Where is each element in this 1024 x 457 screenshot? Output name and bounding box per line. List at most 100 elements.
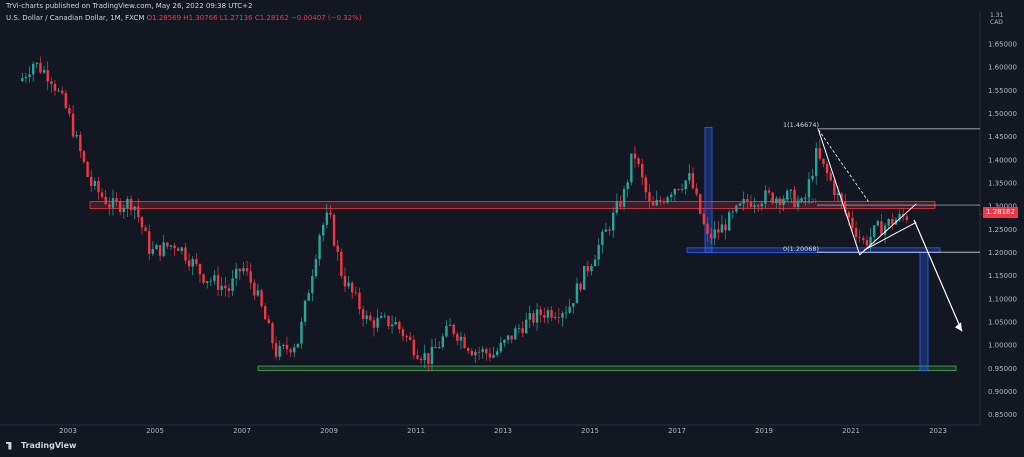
candle-body <box>90 176 93 186</box>
candle-body <box>499 342 503 352</box>
candle-body <box>427 353 430 364</box>
candle-body <box>728 212 731 231</box>
candle-body <box>445 325 448 337</box>
candle-body <box>235 268 238 279</box>
candle-body <box>485 349 488 354</box>
candle-body <box>829 173 832 181</box>
candle-body <box>496 351 499 355</box>
candle-body <box>865 240 869 246</box>
candle-body <box>862 237 865 241</box>
candle-body <box>601 231 604 245</box>
candles-group <box>21 56 909 372</box>
candle-body <box>376 317 379 328</box>
candle-body <box>619 201 622 207</box>
tradingview-logo-icon <box>6 441 12 450</box>
candle-body <box>659 199 662 202</box>
candle-body <box>481 349 484 352</box>
candle-body <box>202 274 205 283</box>
candle-body <box>448 324 452 326</box>
candle-body <box>53 84 57 91</box>
candle-body <box>314 259 318 277</box>
currency-line-2: CAD <box>990 19 1003 26</box>
x-tick-label: 2021 <box>842 427 860 435</box>
candle-body <box>282 344 285 346</box>
candle-body <box>300 321 303 344</box>
candle-body <box>369 315 372 321</box>
y-tick-label: 1.45000 <box>988 133 1017 141</box>
y-tick-label: 0.85000 <box>988 411 1017 419</box>
candle-body <box>735 205 738 212</box>
candle-body <box>267 319 271 324</box>
candle-body <box>532 313 535 323</box>
candle-body <box>807 179 811 198</box>
candle-body <box>390 324 394 327</box>
candle-body <box>209 280 213 282</box>
candle-body <box>477 351 481 353</box>
y-tick-label: 1.15000 <box>988 272 1017 280</box>
top-bar: TrVi-charts published on TradingView.com… <box>0 0 1024 12</box>
candle-body <box>122 208 126 212</box>
candle-body <box>641 163 644 178</box>
candle-body <box>695 188 698 195</box>
candle-body <box>213 275 216 281</box>
candle-body <box>822 158 825 164</box>
y-tick-label: 1.65000 <box>988 40 1017 48</box>
candle-body <box>851 217 854 229</box>
candle-body <box>666 197 669 203</box>
y-tick-label: 1.30000 <box>988 203 1017 211</box>
candle-body <box>786 190 789 200</box>
candle-body <box>361 309 365 320</box>
candle-body <box>293 347 296 353</box>
candle-body <box>416 355 419 359</box>
candle-body <box>137 206 140 218</box>
y-tick-label: 1.55000 <box>988 87 1017 95</box>
candle-body <box>767 190 771 193</box>
candle-body <box>488 353 492 358</box>
candle-body <box>35 62 39 64</box>
tradingview-logo: TradingView <box>6 441 76 450</box>
candle-body <box>575 283 579 304</box>
candle-body <box>430 346 434 364</box>
flag-lower-line <box>863 221 917 251</box>
candle-body <box>394 322 397 325</box>
publish-line: TrVi-charts published on TradingView.com… <box>6 2 253 10</box>
candle-body <box>753 205 756 207</box>
candle-body <box>789 189 793 191</box>
candle-body <box>97 180 100 193</box>
candle-body <box>419 358 423 361</box>
y-tick-label: 1.50000 <box>988 110 1017 118</box>
candle-body <box>778 198 782 205</box>
candle-body <box>818 148 822 159</box>
y-tick-label: 1.60000 <box>988 64 1017 72</box>
candle-body <box>111 198 115 208</box>
candle-body <box>873 225 876 237</box>
candle-body <box>169 245 173 247</box>
candle-body <box>561 313 564 318</box>
candle-body <box>590 266 593 272</box>
candle-body <box>307 293 310 301</box>
price-chart[interactable]: 0.85000 0.90000 0.95000 1.00000 1.05000 1.100… <box>0 12 1024 457</box>
candle-body <box>793 189 796 207</box>
candle-body <box>24 76 28 79</box>
candle-body <box>583 266 586 290</box>
candle-body <box>329 212 332 215</box>
pattern-drawings <box>817 129 917 256</box>
candle-body <box>155 245 158 250</box>
x-tick-label: 2007 <box>233 427 251 435</box>
candle-body <box>670 194 673 198</box>
candle-body <box>133 206 136 210</box>
candle-body <box>325 212 329 225</box>
candle-body <box>332 214 336 246</box>
x-tick-label: 2003 <box>59 427 77 435</box>
candle-body <box>129 198 133 210</box>
candle-body <box>535 309 539 323</box>
chart-panel[interactable]: 0.85000 0.90000 0.95000 1.00000 1.05000 1.100… <box>0 12 1024 457</box>
candle-body <box>28 74 31 77</box>
candle-body <box>434 346 437 349</box>
candle-body <box>593 259 597 267</box>
candle-body <box>82 151 86 162</box>
candle-body <box>126 198 129 209</box>
candle-body <box>296 343 300 348</box>
candle-body <box>354 292 358 294</box>
candle-body <box>470 350 474 356</box>
